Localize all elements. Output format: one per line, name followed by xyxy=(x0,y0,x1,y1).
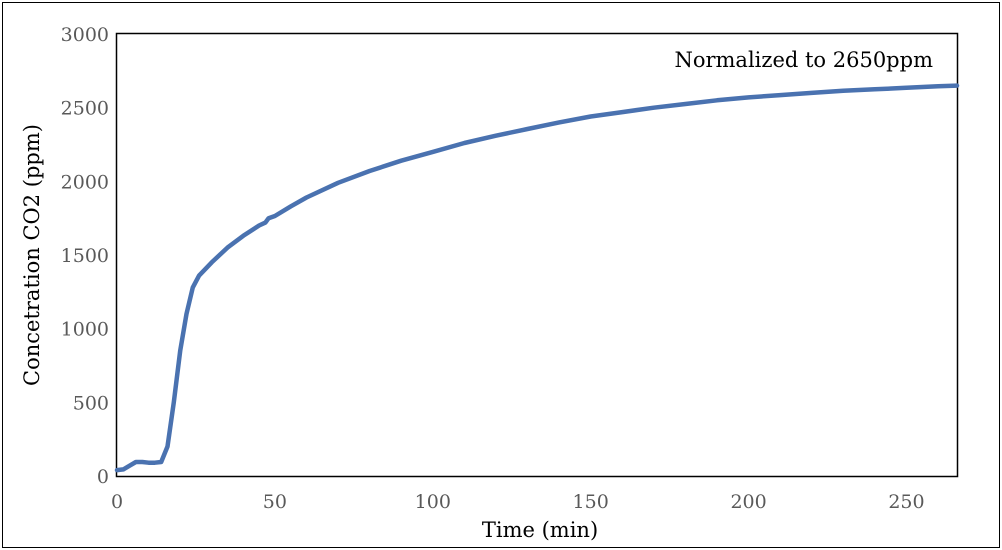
y-tick-label: 0 xyxy=(97,466,109,488)
y-tick-label: 3000 xyxy=(61,24,109,46)
x-tick-label: 50 xyxy=(263,491,287,513)
y-axis-title: Concetration CO2 (ppm) xyxy=(20,124,44,386)
x-tick-label: 200 xyxy=(730,491,766,513)
x-tick-label: 150 xyxy=(573,491,609,513)
y-tick-label: 500 xyxy=(73,392,109,414)
plot-area xyxy=(115,32,959,478)
x-tick-label: 0 xyxy=(111,491,123,513)
y-axis-tick-labels: 0 500 1000 1500 2000 2500 3000 xyxy=(61,24,109,488)
series-line xyxy=(114,83,960,473)
y-tick-label: 1500 xyxy=(61,245,109,267)
annotation-label: Normalized to 2650ppm xyxy=(674,48,933,72)
y-tick-label: 2500 xyxy=(61,98,109,120)
y-tick-label: 2000 xyxy=(61,171,109,193)
x-tick-label: 100 xyxy=(415,491,451,513)
x-axis-title: Time (min) xyxy=(482,518,598,542)
y-tick-label: 1000 xyxy=(61,319,109,341)
series-layer xyxy=(114,83,960,473)
x-axis-tick-labels: 0 50 100 150 200 250 xyxy=(111,491,925,513)
x-tick-label: 250 xyxy=(888,491,924,513)
